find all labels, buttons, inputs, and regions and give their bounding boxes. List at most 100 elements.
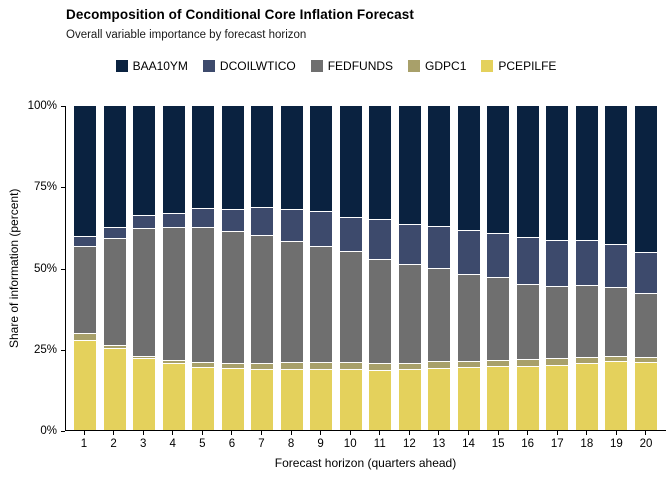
gdpc1-segment <box>487 360 510 368</box>
x-tick-11: 11 <box>369 431 391 450</box>
x-tick-label: 16 <box>521 438 535 450</box>
y-tick-mark <box>61 349 65 351</box>
x-tick-mark <box>260 431 262 435</box>
gdpc1-segment <box>310 363 333 371</box>
x-tick-15: 15 <box>487 431 509 450</box>
pcepilfe-segment <box>103 348 126 430</box>
x-tick-mark <box>556 431 558 435</box>
bar-horizon-13 <box>428 106 451 430</box>
gdpc1-segment <box>546 359 569 366</box>
fedfunds-segment <box>546 286 569 360</box>
x-tick-label: 15 <box>491 438 505 450</box>
dcoilwtico-segment <box>398 225 421 266</box>
x-tick-6: 6 <box>221 431 243 450</box>
bar-horizon-19 <box>605 106 628 430</box>
x-tick-10: 10 <box>339 431 361 450</box>
x-tick-label: 3 <box>139 438 147 450</box>
gdpc1-segment <box>251 363 274 371</box>
pcepilfe-segment <box>516 366 539 430</box>
bar-horizon-14 <box>457 106 480 430</box>
pcepilfe-segment <box>251 370 274 430</box>
legend: BAA10YM DCOILWTICO FEDFUNDS GDPC1 PCEPILFE <box>0 59 672 73</box>
baa10ym-segment <box>634 106 657 253</box>
x-tick-mark <box>379 431 381 435</box>
dcoilwtico-segment <box>103 227 126 239</box>
pcepilfe-segment <box>162 363 185 430</box>
dcoilwtico-segment <box>221 209 244 233</box>
bar-horizon-16 <box>516 106 539 430</box>
x-tick-17: 17 <box>546 431 568 450</box>
baa10ym-segment <box>74 106 96 238</box>
x-tick-label: 13 <box>432 438 446 450</box>
fedfunds-segment <box>133 229 156 358</box>
x-tick-4: 4 <box>162 431 184 450</box>
y-tick-label: 25% <box>33 343 57 356</box>
fedfunds-segment <box>516 284 539 360</box>
gdpc1-segment <box>634 357 657 363</box>
x-tick-mark <box>231 431 233 435</box>
baa10ym-segment <box>310 106 333 213</box>
y-tick-mark <box>61 268 65 270</box>
pcepilfe-segment <box>487 367 510 430</box>
legend-item-pcepilfe: PCEPILFE <box>481 59 556 73</box>
bar-horizon-7 <box>251 106 274 430</box>
bar-horizon-1 <box>74 106 96 430</box>
x-tick-mark <box>349 431 351 435</box>
x-tick-mark <box>527 431 529 435</box>
bar-horizon-3 <box>133 106 156 430</box>
gdpc1-segment <box>192 362 215 368</box>
dcoilwtico-segment <box>74 237 96 247</box>
x-tick-label: 12 <box>402 438 416 450</box>
x-tick-mark <box>320 431 322 435</box>
baa10ym-segment <box>457 106 480 232</box>
pcepilfe-segment <box>546 365 569 430</box>
dcoilwtico-segment <box>634 252 657 294</box>
baa10ym-segment <box>133 106 156 217</box>
fedfunds-segment <box>575 286 598 358</box>
gdpc1-segment <box>339 362 362 371</box>
gdpc1-segment <box>457 361 480 369</box>
fedfunds-segment <box>634 293 657 358</box>
bar-horizon-10 <box>339 106 362 430</box>
baa10ym-segment <box>251 106 274 209</box>
x-tick-label: 18 <box>580 438 594 450</box>
pcepilfe-segment <box>457 368 480 430</box>
y-tick-label: 75% <box>33 181 57 194</box>
bar-horizon-15 <box>487 106 510 430</box>
x-axis: 1 2 3 4 5 6 7 8 9 10 11 12 13 14 15 16 17 18 19 20 <box>65 431 666 450</box>
x-tick-label: 14 <box>462 438 475 450</box>
x-tick-mark <box>142 431 144 435</box>
pcepilfe-segment <box>428 369 451 430</box>
dcoilwtico-segment <box>369 220 392 260</box>
fedfunds-segment <box>605 288 628 357</box>
x-tick-label: 6 <box>228 438 236 450</box>
legend-item-fedfunds: FEDFUNDS <box>310 59 393 73</box>
pcepilfe-segment <box>575 363 598 430</box>
baa10ym-segment <box>103 106 126 228</box>
fedfunds-segment <box>428 269 451 363</box>
x-tick-label: 20 <box>639 438 653 450</box>
x-tick-18: 18 <box>576 431 598 450</box>
pcepilfe-segment <box>634 362 657 430</box>
dcoilwtico-segment <box>575 241 598 287</box>
y-tick-label: 50% <box>33 262 57 275</box>
fedfunds-segment <box>74 246 96 335</box>
fedfunds-segment <box>398 265 421 364</box>
fedfunds-segment <box>369 259 392 364</box>
legend-label: GDPC1 <box>425 59 467 73</box>
x-tick-7: 7 <box>250 431 272 450</box>
gdpc1-segment <box>74 334 96 341</box>
gdpc1-segment <box>516 359 539 367</box>
fedfunds-segment <box>310 247 333 364</box>
legend-label: DCOILWTICO <box>219 59 296 73</box>
baa10ym-segment <box>575 106 598 242</box>
legend-swatch-gdpc1 <box>408 60 421 72</box>
dcoilwtico-segment <box>310 212 333 248</box>
x-tick-mark <box>172 431 174 435</box>
x-tick-label: 7 <box>258 438 265 450</box>
x-tick-13: 13 <box>428 431 450 450</box>
baa10ym-segment <box>339 106 362 218</box>
legend-swatch-pcepilfe <box>481 60 494 72</box>
x-tick-mark <box>615 431 617 435</box>
